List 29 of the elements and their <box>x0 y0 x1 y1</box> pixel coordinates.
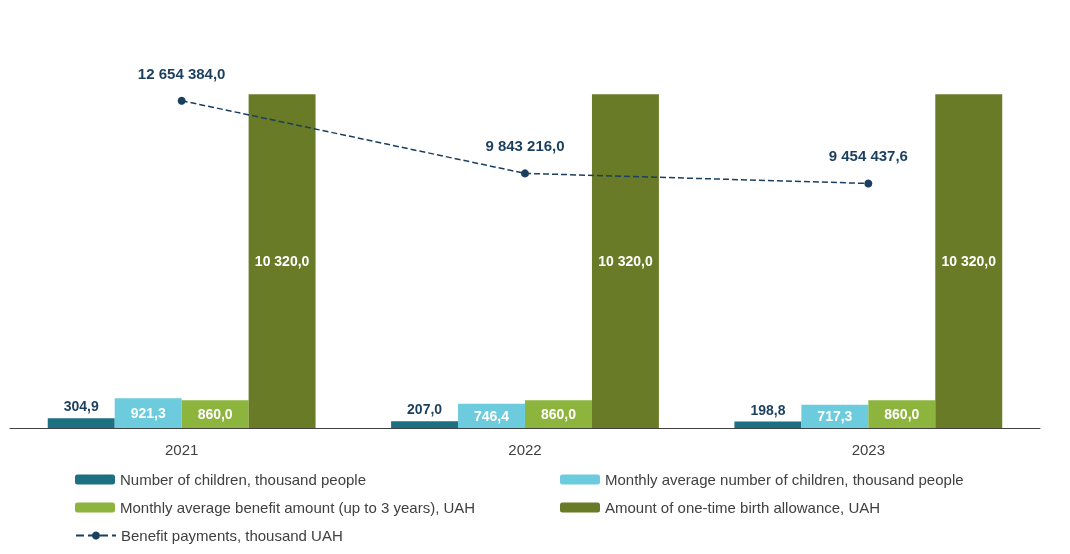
data-label: 10 320,0 <box>598 253 653 270</box>
data-label: 860,0 <box>540 406 577 423</box>
x-tick-label: 2022 <box>508 441 542 458</box>
x-tick-label: 2023 <box>851 441 886 458</box>
legend-label: Amount of one-time birth allowance, UAH <box>605 499 881 516</box>
legend-label: Monthly average number of children, thousand people <box>605 471 964 488</box>
data-label: 921,3 <box>130 405 166 422</box>
bar <box>391 421 459 428</box>
data-label: 207,0 <box>407 401 443 418</box>
data-label: 304,9 <box>63 398 99 415</box>
bar <box>47 418 115 428</box>
data-label: 9 843 216,0 <box>485 137 565 155</box>
data-label: 10 320,0 <box>254 253 310 270</box>
data-label: 746,4 <box>474 407 510 424</box>
data-label: 12 654 384,0 <box>137 64 226 82</box>
data-label: 860,0 <box>884 406 920 423</box>
bar <box>248 94 316 428</box>
legend-label: Monthly average benefit amount (up to 3 years), UAH <box>120 499 476 516</box>
legend-label: Benefit payments, thousand UAH <box>121 527 343 544</box>
data-label: 717,3 <box>817 408 853 425</box>
data-label: 10 320,0 <box>941 253 997 270</box>
data-label: 9 454 437,6 <box>828 147 908 165</box>
bar <box>935 94 1003 428</box>
bar <box>734 421 802 428</box>
x-tick-label: 2021 <box>164 441 199 458</box>
data-label: 860,0 <box>197 406 233 423</box>
legend-label: Number of children, thousand people <box>120 471 366 488</box>
bar <box>591 94 659 428</box>
data-label: 198,8 <box>750 401 786 418</box>
